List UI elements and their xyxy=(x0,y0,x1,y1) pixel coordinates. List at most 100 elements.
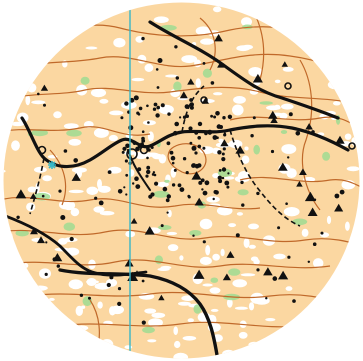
white-forest-patch xyxy=(244,146,249,151)
boulder-dot xyxy=(16,215,20,219)
boulder-dot xyxy=(221,176,225,180)
boulder-dot xyxy=(173,130,178,136)
white-forest-patch xyxy=(144,63,154,72)
boulder-dot xyxy=(217,175,222,180)
cliff-triangle xyxy=(30,227,38,235)
boulder-dot xyxy=(174,45,178,49)
cliff-triangle xyxy=(187,78,195,85)
white-forest-patch xyxy=(210,308,219,312)
boulder-dot xyxy=(188,126,193,131)
boulder-dot xyxy=(146,104,149,108)
white-forest-patch xyxy=(326,215,332,225)
boulder-dot xyxy=(189,105,194,110)
white-forest-patch xyxy=(90,88,107,98)
cliff-triangle xyxy=(263,267,273,276)
cliff-triangle xyxy=(226,251,235,258)
boulder-dot xyxy=(201,188,204,191)
boulder-dot xyxy=(169,150,174,155)
boulder-dot xyxy=(79,293,84,297)
boulder-dot xyxy=(224,180,230,186)
boulder-dot xyxy=(56,264,60,268)
white-forest-patch xyxy=(243,238,250,248)
white-forest-patch xyxy=(195,78,201,88)
boulder-dot xyxy=(43,103,46,107)
white-forest-patch xyxy=(10,121,25,127)
boulder-dot xyxy=(212,197,215,201)
boulder-dot xyxy=(124,159,128,163)
cliff-triangle xyxy=(37,236,45,244)
black-triangle-cliffs xyxy=(15,34,345,301)
white-forest-patch xyxy=(285,286,293,291)
boulder-dot xyxy=(227,172,230,175)
white-forest-patch xyxy=(108,134,118,142)
boulder-dot xyxy=(140,142,144,147)
white-forest-patch xyxy=(248,302,255,311)
boulder-dot xyxy=(287,156,290,159)
cliff-triangle xyxy=(222,273,231,281)
white-forest-patch xyxy=(173,326,178,336)
boulder-dot xyxy=(150,146,154,149)
cliff-triangle xyxy=(307,207,318,216)
white-forest-patch xyxy=(81,305,86,309)
boulder-dot xyxy=(153,102,158,107)
boulder-dot xyxy=(44,272,48,276)
white-forest-patch xyxy=(333,101,341,106)
white-forest-patch xyxy=(273,253,286,260)
cliff-triangle xyxy=(278,162,288,171)
boulder-dot xyxy=(167,112,171,116)
track-south xyxy=(58,268,220,359)
white-forest-patch xyxy=(209,287,221,294)
white-forest-patch xyxy=(344,133,352,140)
boulder-dot xyxy=(123,186,126,189)
boulder-dot xyxy=(216,136,219,139)
boulder-dot xyxy=(339,189,345,195)
boulder-dot xyxy=(197,144,202,149)
white-forest-patch xyxy=(113,37,126,48)
white-forest-patch xyxy=(25,95,31,106)
boulder-dot xyxy=(141,36,145,41)
boulder-dot xyxy=(141,279,145,283)
boulder-dot xyxy=(185,114,189,118)
boulder-dot xyxy=(222,147,226,151)
boulder-dot xyxy=(222,116,226,120)
white-forest-patch xyxy=(11,140,20,151)
green-vegetation-patch xyxy=(259,101,273,105)
boulder-dot xyxy=(117,287,122,291)
boulder-dot xyxy=(192,163,196,167)
boulder-dot xyxy=(202,240,206,244)
white-forest-patch xyxy=(248,341,260,348)
boulder-dot xyxy=(173,168,177,172)
white-forest-patch xyxy=(27,186,37,193)
boulder-dot xyxy=(210,81,215,85)
green-vegetation-patch xyxy=(15,229,29,237)
boulder-dot xyxy=(184,104,190,109)
white-forest-patch xyxy=(346,166,360,172)
cliff-triangle xyxy=(299,168,307,175)
boulder-dot xyxy=(73,158,78,163)
black-dot-boulders xyxy=(16,36,345,325)
white-forest-patch xyxy=(279,112,288,119)
boulder-dot xyxy=(88,296,91,300)
white-forest-patch xyxy=(86,186,99,195)
white-forest-patch xyxy=(45,301,53,306)
white-forest-patch xyxy=(109,110,124,116)
white-forest-patch xyxy=(121,101,137,110)
white-forest-patch xyxy=(68,138,82,146)
white-forest-patch xyxy=(265,318,276,322)
cliff-triangle xyxy=(278,270,289,280)
white-forest-patch xyxy=(99,98,109,104)
cliff-triangle xyxy=(194,197,204,206)
white-forest-patch xyxy=(202,283,213,287)
boulder-dot xyxy=(212,135,218,140)
cliff-triangle xyxy=(296,181,303,187)
white-forest-patch xyxy=(212,253,220,261)
white-forest-patch xyxy=(70,208,80,217)
boulder-dot xyxy=(98,200,104,206)
boulder-dot xyxy=(122,146,127,151)
green-vegetation-patch xyxy=(31,129,48,137)
boulder-dot xyxy=(63,149,68,153)
boulder-dot xyxy=(133,95,139,101)
boulder-dot xyxy=(221,157,226,162)
boulder-dot xyxy=(187,194,191,198)
